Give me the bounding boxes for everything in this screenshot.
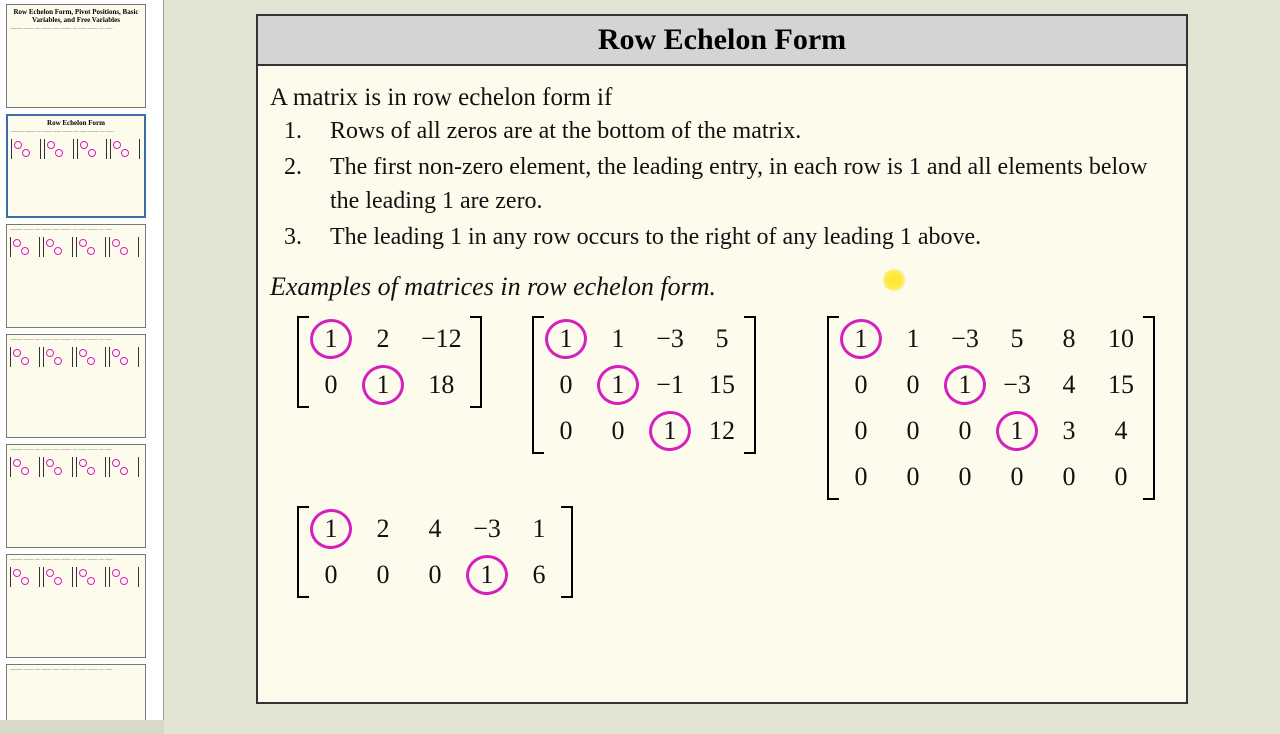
matrix-cell: 1 — [939, 362, 991, 408]
matrix-cell: 1 — [305, 316, 357, 362]
slide-thumbnail-2[interactable]: Row Echelon Form––––– –––– –– –––– ––– –… — [6, 114, 146, 218]
intro-text: A matrix is in row echelon form if — [270, 84, 1174, 112]
matrix-cell: 18 — [409, 362, 474, 408]
matrix-cell: 0 — [305, 552, 357, 598]
slide-thumbnail-4[interactable]: ––––– –––– –– –––– ––– –––– –– ––– –––– … — [6, 334, 146, 438]
cursor-highlight-icon — [883, 269, 905, 291]
matrix-cell: 0 — [939, 454, 991, 500]
matrix-cell: 1 — [540, 316, 592, 362]
matrix-cell: 0 — [540, 362, 592, 408]
matrix-cell: 5 — [696, 316, 748, 362]
slide-thumbnail-3[interactable]: ––––– –––– –– –––– ––– –––– –– ––– –––– … — [6, 224, 146, 328]
matrix-cell: 0 — [991, 454, 1043, 500]
slide-thumbnail-6[interactable]: ––––– –––– –– –––– ––– –––– –– ––– –––– … — [6, 554, 146, 658]
matrix-cell: 1 — [592, 316, 644, 362]
matrix-cell: 0 — [409, 552, 461, 598]
matrix-cell: 1 — [357, 362, 409, 408]
matrix-cell: 10 — [1095, 316, 1147, 362]
matrix-m3: 11−35810001−3415000134000000 — [835, 316, 1147, 500]
matrix-cell: 1 — [513, 506, 565, 552]
slide: Row Echelon Form A matrix is in row eche… — [256, 14, 1188, 704]
matrix-cell: 0 — [835, 362, 887, 408]
matrix-cell: 0 — [887, 408, 939, 454]
matrix-cell: 0 — [835, 408, 887, 454]
matrix-cell: −1 — [644, 362, 696, 408]
matrix-cell: 1 — [835, 316, 887, 362]
matrix-cell: 0 — [939, 408, 991, 454]
slide-body: A matrix is in row echelon form if Rows … — [258, 66, 1186, 328]
matrix-cell: −12 — [409, 316, 474, 362]
matrix-cell: 4 — [1043, 362, 1095, 408]
matrix-cell: 1 — [887, 316, 939, 362]
matrix-cell: 0 — [592, 408, 644, 454]
matrix-cell: 15 — [1095, 362, 1147, 408]
matrix-cell: 4 — [409, 506, 461, 552]
rules-list: Rows of all zeros are at the bottom of t… — [270, 114, 1174, 254]
matrix-cell: −3 — [991, 362, 1043, 408]
matrix-cell: 1 — [461, 552, 513, 598]
matrix-cell: 0 — [1095, 454, 1147, 500]
matrix-cell: 4 — [1095, 408, 1147, 454]
slide-thumbnail-7[interactable]: ––––– –––– –– –––– ––– –––– –– ––– –––– … — [6, 664, 146, 720]
matrix-m2: 11−3501−11500112 — [540, 316, 748, 454]
matrix-cell: −3 — [644, 316, 696, 362]
matrix-cell: 1 — [305, 506, 357, 552]
slide-thumbnail-5[interactable]: ––––– –––– –– –––– ––– –––– –– ––– –––– … — [6, 444, 146, 548]
matrix-cell: −3 — [939, 316, 991, 362]
rule-1: Rows of all zeros are at the bottom of t… — [308, 114, 1174, 148]
matrix-cell: 3 — [1043, 408, 1095, 454]
rule-3: The leading 1 in any row occurs to the r… — [308, 220, 1174, 254]
examples-label: Examples of matrices in row echelon form… — [270, 272, 1174, 302]
matrix-cell: 6 — [513, 552, 565, 598]
matrix-cell: 1 — [592, 362, 644, 408]
matrix-cell: 12 — [696, 408, 748, 454]
matrix-cell: −3 — [461, 506, 513, 552]
slide-thumbnail-1[interactable]: Row Echelon Form, Pivot Positions, Basic… — [6, 4, 146, 108]
matrix-cell: 0 — [887, 362, 939, 408]
thumbnail-panel[interactable]: Row Echelon Form, Pivot Positions, Basic… — [0, 0, 164, 720]
matrix-cell: 1 — [991, 408, 1043, 454]
main-slide-area: Row Echelon Form A matrix is in row eche… — [164, 0, 1280, 734]
matrix-cell: 15 — [696, 362, 748, 408]
matrix-cell: 2 — [357, 506, 409, 552]
matrix-cell: 0 — [305, 362, 357, 408]
matrix-cell: 1 — [644, 408, 696, 454]
matrix-cell: 0 — [887, 454, 939, 500]
matrix-m1: 12−120118 — [305, 316, 474, 408]
matrix-cell: 0 — [1043, 454, 1095, 500]
matrix-m4: 124−3100016 — [305, 506, 565, 598]
rule-2: The first non-zero element, the leading … — [308, 150, 1174, 218]
slide-title: Row Echelon Form — [598, 23, 846, 57]
matrix-cell: 2 — [357, 316, 409, 362]
matrix-cell: 8 — [1043, 316, 1095, 362]
matrix-cell: 5 — [991, 316, 1043, 362]
slide-header: Row Echelon Form — [258, 16, 1186, 66]
matrix-cell: 0 — [835, 454, 887, 500]
matrix-cell: 0 — [540, 408, 592, 454]
matrix-cell: 0 — [357, 552, 409, 598]
